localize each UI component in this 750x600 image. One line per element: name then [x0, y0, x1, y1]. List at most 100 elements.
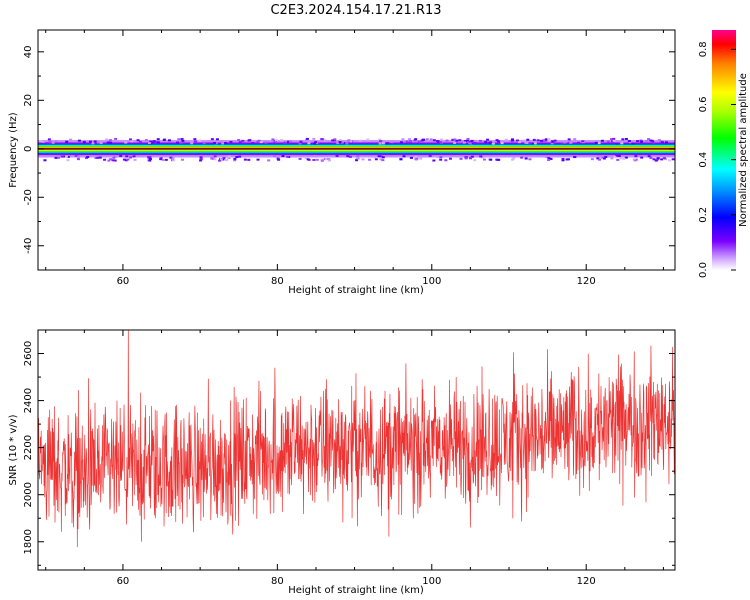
heatmap-noise-cell	[409, 156, 413, 159]
heatmap-noise-cell	[464, 156, 468, 159]
heatmap-noise-cell	[346, 140, 350, 143]
heatmap-noise-cell	[448, 157, 452, 160]
heatmap-noise-cell	[597, 142, 601, 145]
heatmap-noise-cell	[312, 158, 316, 161]
heatmap-noise-cell	[549, 157, 553, 160]
heatmap-noise-cell	[432, 139, 436, 142]
heatmap-noise-cell	[48, 141, 52, 144]
heatmap-noise-cell	[333, 138, 337, 141]
snr-x-tick-label: 60	[117, 576, 130, 587]
heatmap-noise-cell	[176, 141, 180, 144]
heatmap-noise-cell	[54, 140, 58, 143]
heatmap-noise-cell	[88, 140, 92, 143]
heatmap-noise-cell	[563, 142, 567, 145]
heatmap-x-axis-label: Height of straight line (km)	[288, 285, 424, 296]
heatmap-noise-cell	[650, 139, 654, 142]
heatmap-noise-cell	[528, 158, 532, 161]
heatmap-noise-cell	[615, 142, 619, 145]
heatmap-noise-cell	[621, 138, 625, 141]
heatmap-noise-cell	[122, 158, 126, 161]
heatmap-noise-cell	[340, 141, 344, 144]
heatmap-noise-cell	[152, 140, 156, 143]
heatmap-noise-cell	[241, 139, 245, 142]
heatmap-noise-cell	[96, 156, 100, 159]
heatmap-noise-cell	[91, 142, 95, 145]
heatmap-noise-cell	[567, 138, 571, 141]
heatmap-y-tick-label: 0	[23, 146, 34, 152]
heatmap-noise-cell	[468, 142, 472, 145]
heatmap-noise-cell	[136, 139, 140, 142]
heatmap-noise-cell	[65, 155, 69, 158]
snr-x-axis-label: Height of straight line (km)	[288, 585, 424, 596]
heatmap-noise-cell	[399, 158, 403, 161]
heatmap-noise-cell	[458, 139, 462, 142]
heatmap-noise-cell	[267, 159, 271, 162]
heatmap-noise-cell	[660, 158, 664, 161]
heatmap-noise-cell	[159, 157, 163, 160]
heatmap-noise-cell	[640, 140, 644, 143]
heatmap-noise-cell	[213, 158, 217, 161]
heatmap-y-tick-label: -40	[23, 238, 34, 254]
heatmap-noise-cell	[328, 159, 332, 162]
heatmap-noise-cell	[453, 141, 457, 144]
heatmap-noise-cell	[610, 157, 614, 160]
heatmap-noise-cell	[313, 154, 317, 157]
heatmap-noise-cell	[66, 159, 70, 162]
heatmap-noise-cell	[181, 139, 185, 142]
heatmap-noise-cell	[436, 155, 440, 158]
heatmap-noise-cell	[622, 157, 626, 160]
heatmap-noise-cell	[604, 155, 608, 158]
heatmap-noise-cell	[280, 139, 284, 142]
heatmap-noise-cell	[496, 158, 500, 161]
heatmap-noise-cell	[390, 140, 394, 143]
heatmap-frame	[37, 29, 676, 271]
heatmap-noise-cell	[662, 157, 666, 160]
heatmap-noise-cell	[486, 138, 490, 141]
heatmap-noise-cell	[425, 138, 429, 141]
heatmap-noise-cell	[124, 159, 128, 162]
heatmap-noise-cell	[560, 142, 564, 145]
colorbar-tick-label: 0.4	[698, 152, 709, 168]
snr-y-tick-label: 2200	[23, 435, 34, 460]
heatmap-noise-cell	[74, 155, 78, 158]
heatmap-y-tick-label: -20	[23, 189, 34, 205]
heatmap-noise-cell	[345, 142, 349, 145]
colorbar-label: Normalized spectral amplitude	[738, 73, 749, 227]
heatmap-noise-cell	[147, 142, 151, 145]
heatmap-noise-cell	[522, 139, 526, 142]
heatmap-noise-cell	[125, 155, 129, 158]
heatmap-noise-cell	[138, 140, 142, 143]
heatmap-noise-cell	[220, 140, 224, 143]
colorbar-tick-label: 0.8	[698, 41, 709, 57]
heatmap-noise-cell	[112, 156, 116, 159]
heatmap-noise-cell	[550, 142, 554, 145]
heatmap-panel: 60 80 100 120 -40 -20 0 20 40 Height of straigh…	[8, 29, 676, 296]
heatmap-noise-cell	[526, 138, 530, 141]
heatmap-noise-cell	[639, 139, 643, 142]
snr-y-tick-label: 2600	[23, 341, 34, 366]
snr-x-tick-label: 120	[577, 576, 596, 587]
heatmap-noise-cell	[94, 157, 98, 160]
heatmap-noise-cell	[77, 139, 81, 142]
heatmap-noise-cell	[325, 158, 329, 161]
heatmap-noise-cell	[41, 140, 45, 143]
heatmap-noise-cell	[652, 142, 656, 145]
heatmap-noise-cell	[43, 159, 47, 162]
heatmap-noise-cell	[221, 142, 225, 145]
heatmap-noise-cell	[313, 142, 317, 145]
figure-title: C2E3.2024.154.17.21.R13	[270, 3, 441, 18]
heatmap-noise-cell	[419, 157, 423, 160]
heatmap-noise-cell	[57, 156, 61, 159]
heatmap-noise-cell	[414, 156, 418, 159]
heatmap-noise-cell	[414, 158, 418, 161]
heatmap-noise-cell	[198, 139, 202, 142]
heatmap-noise-cell	[385, 142, 389, 145]
heatmap-noise-cell	[126, 158, 130, 161]
heatmap-noise-cell	[428, 154, 432, 157]
heatmap-noise-cell	[573, 138, 577, 141]
heatmap-noise-cell	[381, 142, 385, 145]
heatmap-noise-cell	[82, 141, 86, 144]
heatmap-noise-cell	[272, 140, 276, 143]
heatmap-noise-cell	[374, 158, 378, 161]
heatmap-noise-cell	[331, 139, 335, 142]
